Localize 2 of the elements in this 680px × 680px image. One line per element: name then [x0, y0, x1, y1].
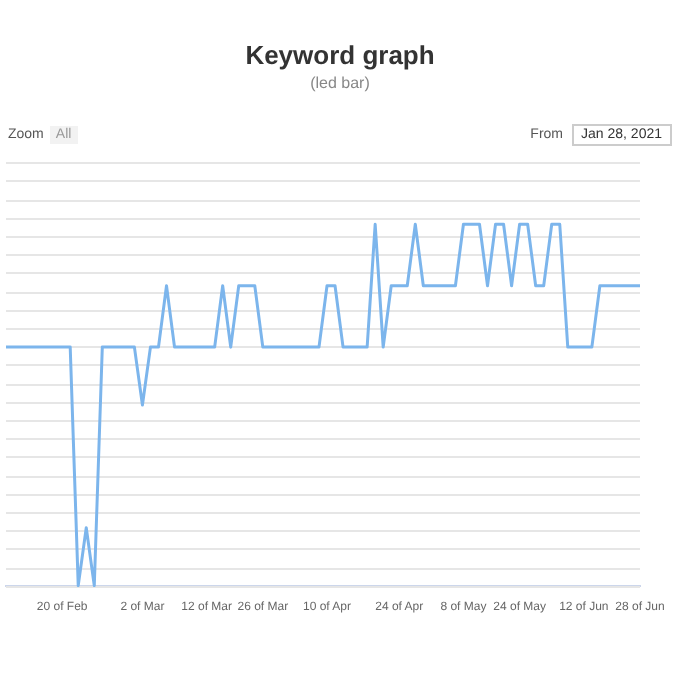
chart-subtitle: (led bar): [308, 74, 372, 92]
chart-title: Keyword graph: [243, 40, 437, 70]
